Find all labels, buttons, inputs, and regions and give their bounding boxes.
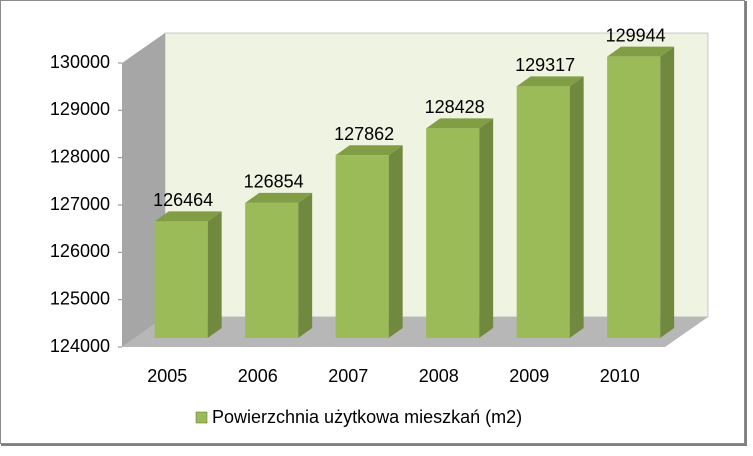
value-label: 127862: [334, 124, 394, 144]
y-tick-label: 129000: [50, 99, 110, 119]
x-tick-label: 2008: [419, 366, 459, 386]
legend-swatch: [195, 411, 208, 424]
y-tick-label: 128000: [50, 146, 110, 166]
y-tick-label: 125000: [50, 288, 110, 308]
y-tick-label: 127000: [50, 194, 110, 214]
value-label: 128428: [425, 97, 485, 117]
bar: [516, 86, 570, 338]
y-tick-label: 130000: [50, 52, 110, 72]
bar-top: [607, 46, 675, 57]
bar: [335, 155, 389, 338]
bar-top: [154, 211, 222, 222]
value-label: 129944: [606, 25, 666, 45]
x-tick-label: 2006: [238, 366, 278, 386]
bar-top: [335, 145, 403, 156]
x-tick-label: 2009: [509, 366, 549, 386]
legend-label: Powierzchnia użytkowa mieszkań (m2): [212, 407, 522, 427]
bar-side: [207, 211, 222, 338]
bar: [607, 56, 661, 338]
bar: [154, 221, 208, 338]
bar-top: [245, 192, 313, 203]
bar-side: [298, 192, 313, 338]
bar-side: [660, 46, 675, 338]
bar-top: [516, 76, 584, 87]
y-tick-label: 124000: [50, 336, 110, 356]
x-tick-label: 2007: [328, 366, 368, 386]
value-label: 126464: [153, 190, 213, 210]
side-wall: [122, 33, 165, 347]
y-tick-label: 126000: [50, 241, 110, 261]
value-label: 126854: [244, 172, 304, 192]
bar-top: [426, 118, 494, 129]
bar-side: [388, 145, 403, 338]
bar: [426, 128, 480, 338]
bar-side: [479, 118, 494, 339]
value-label: 129317: [515, 55, 575, 75]
bar-side: [569, 76, 584, 338]
bar: [245, 202, 299, 338]
x-tick-label: 2010: [600, 366, 640, 386]
x-tick-label: 2005: [147, 366, 187, 386]
